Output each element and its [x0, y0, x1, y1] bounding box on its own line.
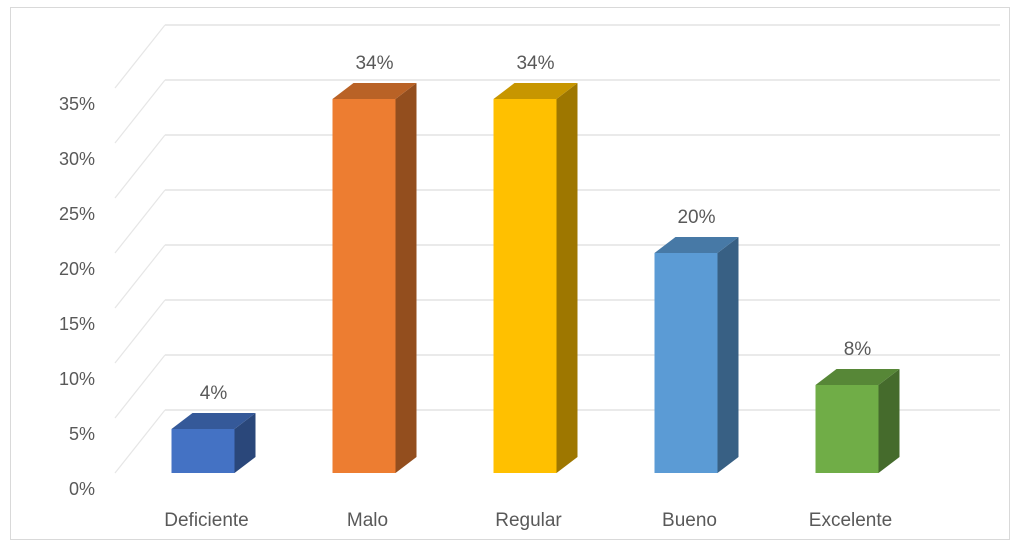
bar: [171, 413, 256, 473]
data-label: 8%: [844, 339, 872, 360]
category-label: Malo: [347, 510, 388, 531]
y-tick-label: 15%: [59, 314, 95, 334]
bar: [332, 83, 417, 473]
category-label: Excelente: [809, 510, 892, 531]
gridline-side: [114, 244, 166, 309]
bar-front: [815, 385, 879, 473]
category-label: Deficiente: [164, 510, 249, 531]
y-tick-label: 0%: [69, 479, 95, 499]
y-tick-label: 5%: [69, 424, 95, 444]
bar: [493, 83, 578, 473]
gridline-side: [114, 189, 166, 254]
bar: [654, 237, 739, 473]
data-label: 34%: [355, 53, 393, 74]
x-axis-categories: Deficiente Malo Regular Bueno Excelente: [164, 510, 892, 531]
data-label: 20%: [677, 207, 715, 228]
data-label: 4%: [200, 383, 228, 404]
bars: [171, 83, 900, 473]
bar-side: [717, 237, 739, 473]
bar-top: [332, 83, 417, 99]
category-label: Bueno: [662, 510, 717, 531]
bar-top: [654, 237, 739, 253]
bar-front: [332, 99, 396, 473]
bar-top: [815, 369, 900, 385]
gridline-side: [114, 79, 166, 144]
bar-front: [171, 429, 235, 473]
bar-side: [234, 413, 256, 473]
gridline-side: [114, 299, 166, 364]
data-label: 34%: [516, 53, 554, 74]
bar-front: [493, 99, 557, 473]
y-tick-label: 30%: [59, 149, 95, 169]
y-tick-label: 20%: [59, 259, 95, 279]
gridline-side: [114, 24, 166, 89]
y-tick-label: 35%: [59, 94, 95, 114]
bar-top: [171, 413, 256, 429]
bar-front: [654, 253, 718, 473]
bar-side: [395, 83, 417, 473]
gridline-side: [114, 134, 166, 199]
bar: [815, 369, 900, 473]
bar-side: [878, 369, 900, 473]
bar-top: [493, 83, 578, 99]
data-labels: 4% 34% 34% 20% 8%: [200, 53, 872, 404]
gridline-side: [114, 409, 166, 474]
bar-side: [556, 83, 578, 473]
y-tick-label: 25%: [59, 204, 95, 224]
y-axis-ticks: 0% 5% 10% 15% 20% 25% 30% 35%: [59, 94, 95, 499]
y-tick-label: 10%: [59, 369, 95, 389]
category-label: Regular: [495, 510, 562, 531]
gridline-side: [114, 354, 166, 419]
